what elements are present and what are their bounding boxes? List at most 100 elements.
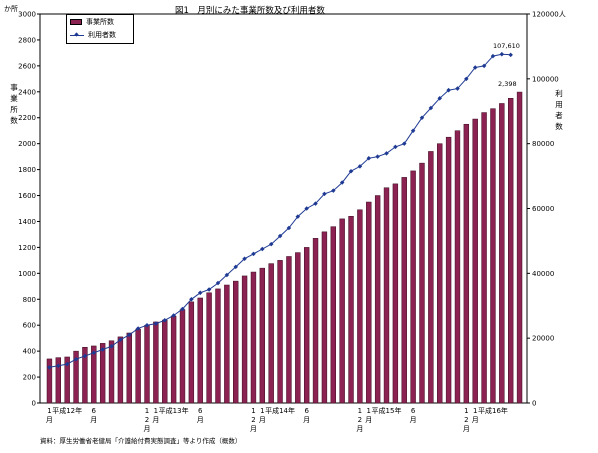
bar-offices bbox=[499, 103, 505, 404]
bar-offices bbox=[170, 315, 177, 404]
bar-offices bbox=[321, 231, 328, 404]
point-users bbox=[357, 164, 363, 169]
left-tick-label: 2200 bbox=[18, 114, 36, 122]
left-tick-label: 0 bbox=[32, 400, 36, 408]
bar-offices bbox=[126, 332, 132, 404]
point-users bbox=[251, 251, 256, 257]
x-axis-label: 平成13年 bbox=[159, 406, 189, 415]
bar-offices bbox=[490, 108, 496, 404]
left-tick-label: 800 bbox=[23, 296, 36, 304]
bar-offices bbox=[233, 280, 239, 404]
left-tick-label: 1800 bbox=[18, 166, 36, 174]
point-users bbox=[339, 180, 345, 185]
bar-end-label: 2,398 bbox=[498, 80, 517, 88]
bar-offices bbox=[383, 187, 390, 404]
legend-label-users: 利用者数 bbox=[88, 31, 116, 39]
point-users bbox=[189, 296, 194, 302]
x-axis-label: 1 bbox=[358, 407, 362, 415]
bar-offices bbox=[206, 292, 212, 404]
right-tick-label: 80000 bbox=[532, 140, 554, 148]
bar-offices bbox=[241, 275, 248, 404]
x-axis-label: 2 bbox=[464, 416, 468, 424]
x-axis-label: 1 bbox=[145, 407, 149, 415]
point-users bbox=[242, 256, 247, 261]
x-axis-label: 月 bbox=[152, 416, 159, 424]
x-axis-label: 月 bbox=[250, 425, 257, 433]
x-axis-label: 月 bbox=[144, 425, 151, 433]
bar-offices bbox=[419, 162, 425, 404]
point-users bbox=[313, 201, 318, 206]
x-axis-label: 6 bbox=[304, 407, 309, 415]
left-tick-label: 1200 bbox=[18, 244, 36, 252]
x-axis-label: 2 bbox=[145, 416, 149, 424]
bar-offices bbox=[445, 136, 452, 404]
x-axis-label: 2 bbox=[251, 416, 255, 424]
left-tick-label: 400 bbox=[23, 348, 36, 356]
right-tick-label: 0 bbox=[532, 400, 536, 408]
left-tick-label: 2400 bbox=[18, 88, 36, 96]
bar-offices bbox=[250, 271, 257, 404]
bar-offices bbox=[366, 201, 372, 404]
bar-offices bbox=[472, 118, 478, 404]
legend: 事業所数 利用者数 bbox=[66, 14, 134, 44]
right-tick-label: 40000 bbox=[532, 270, 554, 278]
bar-offices bbox=[508, 98, 514, 404]
bar-offices bbox=[339, 218, 345, 404]
left-tick-label: 1400 bbox=[18, 218, 36, 226]
point-users bbox=[410, 128, 416, 133]
chart-title: 図1 月別にみた事業所数及び利用者数 bbox=[175, 6, 325, 16]
point-users bbox=[268, 241, 274, 247]
bar-offices bbox=[135, 328, 141, 404]
bar-offices bbox=[73, 350, 79, 404]
left-tick-label: 2000 bbox=[18, 140, 36, 148]
point-users bbox=[260, 246, 265, 252]
point-users bbox=[490, 53, 496, 59]
left-tick-label: 1600 bbox=[18, 192, 36, 200]
bar-offices bbox=[91, 345, 97, 404]
point-users bbox=[384, 151, 389, 156]
left-tick-label: 2800 bbox=[18, 36, 36, 44]
bar-offices bbox=[312, 238, 319, 404]
x-axis-label: 平成12年 bbox=[52, 406, 82, 415]
bar-offices bbox=[277, 260, 283, 404]
bar-offices bbox=[197, 297, 203, 404]
x-axis-label: 月 bbox=[365, 416, 372, 424]
bar-offices bbox=[330, 226, 336, 404]
point-users bbox=[171, 313, 176, 318]
x-axis-label: 1 bbox=[260, 407, 264, 415]
point-users bbox=[73, 356, 79, 362]
bar-offices bbox=[259, 267, 266, 404]
point-users bbox=[197, 290, 203, 296]
right-tick-label: 120000人 bbox=[532, 11, 566, 19]
x-axis-label: 1 bbox=[464, 407, 468, 415]
line-end-label: 107,610 bbox=[493, 42, 520, 50]
bar-offices bbox=[82, 346, 88, 404]
x-axis-label: 月 bbox=[46, 416, 53, 424]
x-axis-label: 月 bbox=[90, 416, 97, 424]
point-users bbox=[375, 154, 380, 159]
point-users bbox=[215, 280, 221, 286]
bar-offices bbox=[286, 256, 292, 404]
point-users bbox=[348, 168, 354, 174]
x-axis-label: 月 bbox=[356, 425, 363, 433]
bar-offices bbox=[188, 301, 195, 404]
left-tick-label: 200 bbox=[23, 374, 36, 382]
x-axis-label: 6 bbox=[92, 407, 97, 415]
x-axis-label: 2 bbox=[358, 416, 362, 424]
legend-swatch-users bbox=[70, 32, 84, 38]
bar-offices bbox=[428, 151, 434, 404]
left-tick-label: 2600 bbox=[18, 62, 36, 70]
bar-offices bbox=[454, 130, 461, 404]
left-axis-unit: か所 bbox=[4, 5, 18, 13]
x-axis-label: 月 bbox=[197, 416, 204, 424]
x-axis-label: 6 bbox=[198, 407, 203, 415]
bar-offices bbox=[46, 358, 53, 404]
right-tick-label: 20000 bbox=[532, 335, 554, 343]
bar-offices bbox=[481, 112, 487, 404]
bar-offices bbox=[64, 356, 70, 404]
right-tick-label: 100000 bbox=[532, 75, 559, 83]
point-users bbox=[455, 86, 460, 91]
bar-offices bbox=[224, 284, 230, 404]
bar-offices bbox=[117, 336, 124, 404]
x-axis-label: 1 bbox=[154, 407, 158, 415]
